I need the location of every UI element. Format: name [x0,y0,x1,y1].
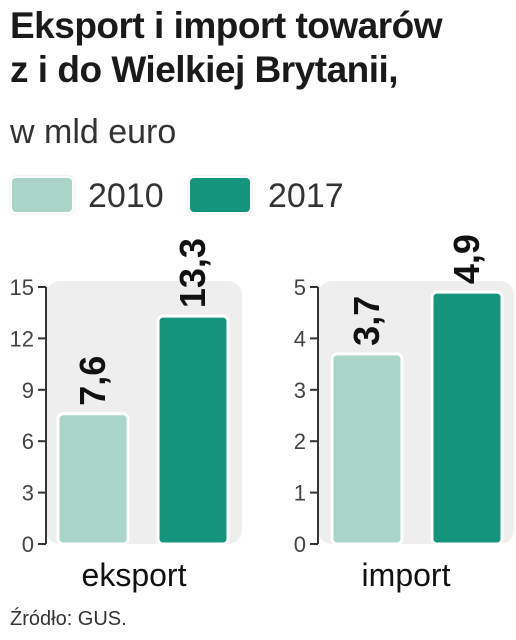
title-line-1: Eksport i import towarów [10,5,443,46]
bar-import-2010 [330,352,404,546]
y-tick-label-eksport-15: 15 [10,275,34,300]
y-tick-label-import-4: 4 [294,326,306,351]
chart-subtitle: w mld euro [10,113,177,151]
bar-eksport-2017 [156,314,230,546]
y-tick-label-eksport-9: 9 [22,378,34,403]
chart-title: Eksport i import towarów z i do Wielkiej… [10,4,443,92]
category-label-import: import [362,557,451,593]
y-tick-label-eksport-6: 6 [22,429,34,454]
legend-swatch-2017 [190,178,250,212]
legend-label-2017: 2017 [268,177,344,215]
value-label-import-2010: 3,7 [346,296,387,346]
legend-swatch-2010 [12,178,72,212]
bar-import-2017 [430,290,504,546]
legend-label-2010: 2010 [88,177,164,215]
y-tick-label-eksport-12: 12 [10,326,34,351]
value-label-eksport-2017: 13,3 [172,238,213,308]
y-tick-label-import-0: 0 [294,532,306,557]
y-tick-label-eksport-0: 0 [22,532,34,557]
y-tick-label-import-3: 3 [294,378,306,403]
y-tick-label-import-5: 5 [294,275,306,300]
value-label-import-2017: 4,9 [446,234,487,284]
value-label-eksport-2010: 7,6 [72,356,113,406]
category-label-eksport: eksport [82,557,187,593]
y-tick-label-import-1: 1 [294,481,306,506]
source-note: Źródło: GUS. [10,608,127,630]
y-tick-label-import-2: 2 [294,429,306,454]
title-line-2: z i do Wielkiej Brytanii, [10,49,399,90]
y-tick-label-eksport-3: 3 [22,481,34,506]
bar-eksport-2010 [56,412,130,546]
